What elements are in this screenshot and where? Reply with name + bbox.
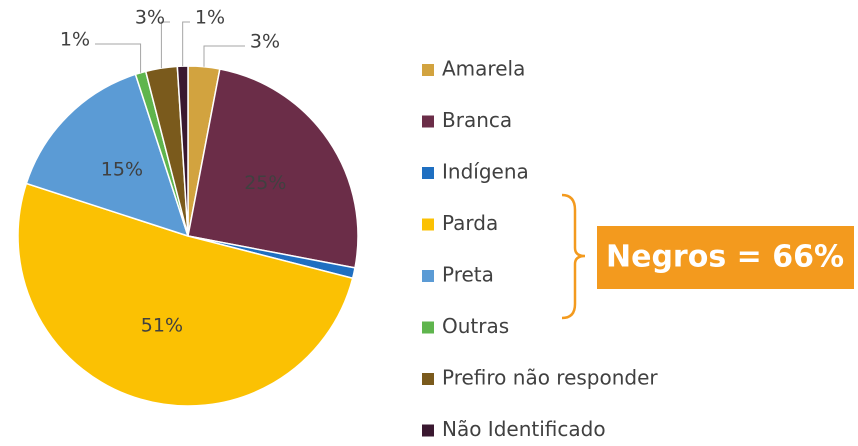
legend-label: Amarela: [442, 57, 525, 81]
legend-label: Parda: [442, 211, 498, 235]
legend-label: Indígena: [442, 160, 529, 184]
legend-swatch: [422, 115, 434, 128]
legend-label: Prefiro não responder: [442, 366, 658, 390]
legend-swatch: [422, 64, 434, 76]
legend-swatch: [422, 218, 434, 231]
leader-line: [182, 21, 190, 67]
data-label: 1%: [60, 29, 90, 51]
legend-swatch: [422, 373, 434, 385]
annotation: Negros = 66%: [606, 240, 844, 275]
legend-label: Branca: [442, 108, 512, 132]
pie-slice: [25, 73, 190, 238]
legend-swatch: [422, 321, 434, 334]
data-label: 1%: [195, 7, 225, 29]
leader-line: [95, 43, 142, 73]
pie-slice: [176, 65, 189, 237]
pie-slice: [187, 68, 359, 269]
legend-swatch: [422, 424, 434, 437]
legend-swatch: [422, 167, 434, 179]
legend-label: Outras: [442, 314, 509, 338]
leader-line: [160, 21, 170, 69]
bracket: [561, 193, 586, 320]
annotation-box: [597, 226, 854, 289]
data-label: 3%: [135, 7, 165, 29]
data-label: 15%: [101, 158, 143, 180]
legend-label: Não Identificado: [442, 417, 606, 441]
pie-slice: [17, 182, 354, 407]
legend-label: Preta: [442, 263, 494, 287]
legend-swatch: [422, 270, 434, 282]
data-label: 51%: [141, 314, 183, 336]
leader-line: [203, 45, 245, 67]
data-label: 25%: [244, 172, 286, 194]
data-label: 3%: [250, 31, 280, 53]
